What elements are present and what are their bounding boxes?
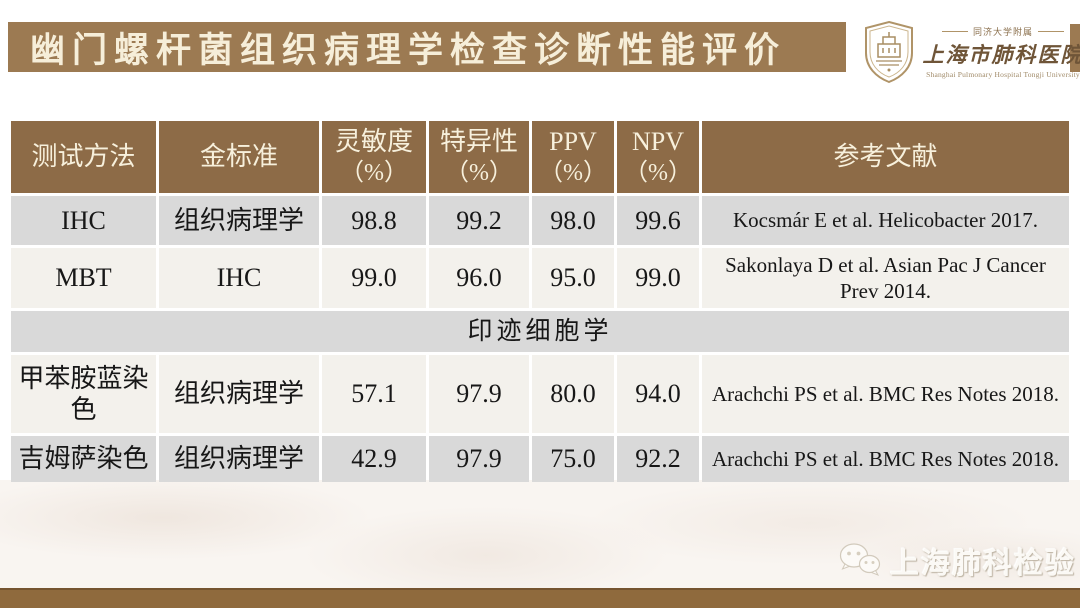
logo-hospital-name-en: Shanghai Pulmonary Hospital Tongji Unive…	[926, 70, 1080, 79]
watermark-label: 上海肺科检验	[890, 548, 1077, 580]
table-cell: 99.2	[429, 196, 529, 245]
table-row-giemsa: 吉姆萨染色 组织病理学 42.9 97.9 75.0 92.2 Arachchi…	[11, 436, 1069, 482]
diagnostic-performance-table: 测试方法 金标准 灵敏度 （%） 特异性 （%） PPV （%） NPV （%） 参考文…	[8, 118, 1072, 485]
col-header-npv: NPV （%）	[617, 121, 699, 193]
section-label-imprint-cytology: 印迹细胞学	[11, 311, 1069, 352]
table-cell: 组织病理学	[159, 436, 319, 482]
table-cell: 97.9	[429, 355, 529, 433]
wechat-icon	[839, 543, 881, 576]
table-header-row: 测试方法 金标准 灵敏度 （%） 特异性 （%） PPV （%） NPV （%） 参考文…	[11, 121, 1069, 193]
table-cell: 98.8	[322, 196, 426, 245]
table-cell-reference: Kocsmár E et al. Helicobacter 2017.	[702, 196, 1069, 245]
hospital-logo: 同济大学附属 上海市肺科医院 Shanghai Pulmonary Hospit…	[860, 20, 1080, 84]
table-cell: 组织病理学	[159, 196, 319, 245]
table-row-ihc: IHC 组织病理学 98.8 99.2 98.0 99.6 Kocsmár E …	[11, 196, 1069, 245]
logo-rule-right	[1038, 31, 1064, 32]
logo-hospital-name: 上海市肺科医院	[922, 43, 1080, 67]
table-cell: 80.0	[532, 355, 614, 433]
hospital-emblem-icon	[865, 20, 913, 84]
bottom-bar	[0, 588, 1080, 608]
col-header-test-method: 测试方法	[11, 121, 156, 193]
table-cell: 98.0	[532, 196, 614, 245]
background-texture	[0, 480, 1080, 588]
title-bar: 幽门螺杆菌组织病理学检查诊断性能评价	[8, 22, 846, 72]
table-cell: 95.0	[532, 248, 614, 308]
table-cell: 吉姆萨染色	[11, 436, 156, 482]
table-cell: 组织病理学	[159, 355, 319, 433]
table-cell: 75.0	[532, 436, 614, 482]
col-header-ppv: PPV （%）	[532, 121, 614, 193]
table-cell: 99.6	[617, 196, 699, 245]
logo-rule-left	[941, 31, 968, 32]
watermark: 上海肺科检验	[838, 540, 1076, 582]
table-section-row: 印迹细胞学	[11, 311, 1069, 352]
col-header-references: 参考文献	[702, 121, 1069, 193]
col-header-specificity: 特异性 （%）	[429, 121, 529, 193]
logo-affiliation-label: 同济大学附属	[972, 27, 1033, 37]
table-cell: 94.0	[617, 355, 699, 433]
table-cell: 99.0	[617, 248, 699, 308]
table-cell-reference: Arachchi PS et al. BMC Res Notes 2018.	[702, 436, 1069, 482]
table-cell-reference: Arachchi PS et al. BMC Res Notes 2018.	[702, 355, 1069, 433]
table-cell: 甲苯胺蓝染色	[11, 355, 156, 433]
table-cell: 96.0	[429, 248, 529, 308]
table-cell: 42.9	[322, 436, 426, 482]
table-row-toluidine-blue: 甲苯胺蓝染色 组织病理学 57.1 97.9 80.0 94.0 Arachch…	[11, 355, 1069, 433]
table-cell: IHC	[11, 196, 156, 245]
page-title: 幽门螺杆菌组织病理学检查诊断性能评价	[30, 30, 787, 70]
table-cell-reference: Sakonlaya D et al. Asian Pac J Cancer Pr…	[702, 248, 1069, 308]
table-row-mbt: MBT IHC 99.0 96.0 95.0 99.0 Sakonlaya D …	[11, 248, 1069, 308]
col-header-sensitivity: 灵敏度 （%）	[322, 121, 426, 193]
table-cell: 57.1	[322, 355, 426, 433]
logo-affiliation: 同济大学附属	[927, 25, 1079, 38]
right-edge-stripe	[1070, 24, 1080, 72]
logo-text-block: 同济大学附属 上海市肺科医院 Shanghai Pulmonary Hospit…	[923, 25, 1080, 79]
table-cell: IHC	[159, 248, 319, 308]
table-cell: MBT	[11, 248, 156, 308]
table-cell: 99.0	[322, 248, 426, 308]
table-cell: 92.2	[617, 436, 699, 482]
table-cell: 97.9	[429, 436, 529, 482]
col-header-gold-standard: 金标准	[159, 121, 319, 193]
